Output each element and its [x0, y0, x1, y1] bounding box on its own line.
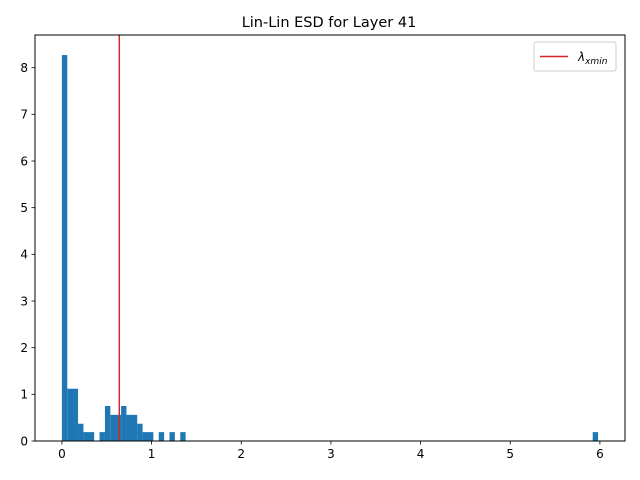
- plot-frame: [34, 34, 626, 442]
- x-axis: 0 1 2 3 4 5 6: [58, 441, 604, 461]
- histogram-bar: [104, 406, 111, 441]
- histogram-bar: [137, 423, 143, 441]
- legend: λxmin: [533, 41, 617, 72]
- histogram-bar: [158, 432, 165, 441]
- histogram-bar: [83, 432, 95, 441]
- y-tick-label: 0: [20, 434, 28, 448]
- chart-title: Lin-Lin ESD for Layer 41: [242, 15, 417, 31]
- x-tick-label: 3: [327, 447, 335, 461]
- y-axis: 0 1 2 3 4 5 6 7 8: [20, 61, 35, 448]
- y-tick-label: 4: [20, 248, 28, 262]
- y-tick-label: 3: [20, 294, 28, 308]
- y-tick-label: 6: [20, 154, 28, 168]
- legend-box: [533, 41, 617, 72]
- y-tick-label: 2: [20, 341, 28, 355]
- x-tick-label: 1: [148, 447, 156, 461]
- legend-symbol: λ: [577, 50, 585, 64]
- legend-label: λxmin: [577, 50, 608, 67]
- histogram-bars: [61, 55, 599, 442]
- y-tick-label: 7: [20, 108, 28, 122]
- histogram-bar: [78, 423, 84, 441]
- histogram-bar: [99, 432, 105, 441]
- histogram-bar: [142, 432, 154, 441]
- histogram-bar: [110, 414, 122, 441]
- legend-subscript: xmin: [584, 57, 608, 67]
- y-tick-label: 5: [20, 201, 28, 215]
- histogram-bar: [180, 432, 186, 441]
- histogram-bar: [592, 432, 599, 441]
- x-tick-label: 4: [417, 447, 425, 461]
- y-tick-label: 8: [20, 61, 28, 75]
- histogram-bar: [169, 432, 175, 441]
- histogram-bar: [121, 406, 127, 441]
- histogram-bar: [67, 388, 79, 441]
- x-tick-label: 6: [596, 447, 604, 461]
- histogram-bar: [126, 414, 138, 441]
- x-tick-label: 2: [237, 447, 245, 461]
- histogram-bar: [61, 55, 68, 442]
- x-tick-label: 5: [506, 447, 514, 461]
- y-tick-label: 1: [20, 388, 28, 402]
- x-tick-label: 0: [58, 447, 66, 461]
